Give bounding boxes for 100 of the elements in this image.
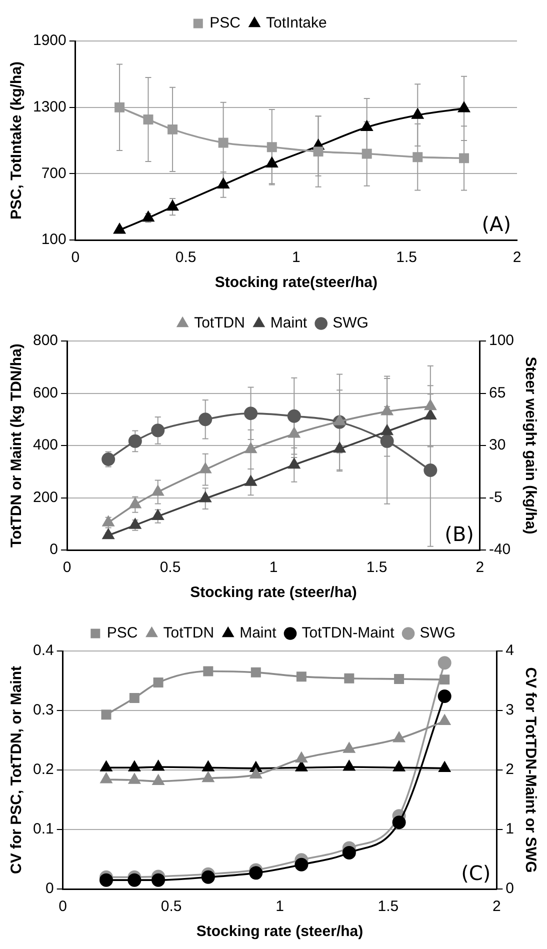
- point: [203, 666, 214, 676]
- point: [266, 156, 278, 168]
- point: [249, 866, 263, 880]
- point: [380, 434, 394, 448]
- point: [198, 412, 212, 426]
- point: [100, 772, 112, 784]
- point: [128, 873, 142, 887]
- legend-label: SWG: [420, 624, 456, 642]
- point: [440, 674, 450, 685]
- y2-tick-label: -40: [488, 541, 511, 558]
- point: [199, 462, 212, 474]
- point: [381, 404, 394, 416]
- y2-tick-label: 3: [506, 702, 514, 719]
- annotation: (C): [461, 861, 491, 886]
- point: [152, 873, 166, 887]
- y-axis-title: PSC, TotIntake (kg/ha): [8, 61, 26, 220]
- y2-tick-label: 2: [506, 761, 514, 778]
- x-axis-title: Stocking rate (steer/ha): [196, 923, 364, 940]
- legend-label: SWG: [332, 314, 368, 332]
- point: [151, 424, 165, 438]
- point: [313, 146, 324, 157]
- y2-axis-title: Steer weight gain (kg/ha): [522, 356, 539, 534]
- y-axis-title: CV for PSC, TotTDN, or Maint: [8, 666, 26, 874]
- y2-axis-title: CV for TotTDN-Maint or SWG: [522, 667, 539, 873]
- point: [438, 714, 451, 725]
- y-tick-label: 600: [32, 384, 58, 402]
- point: [381, 424, 394, 436]
- y-axis-title: TotTDN or Maint (kg TDN/ha): [8, 344, 26, 548]
- point: [288, 427, 300, 438]
- point: [244, 406, 258, 420]
- point: [153, 678, 164, 688]
- x-tick-label: 1: [269, 559, 278, 576]
- point: [393, 732, 405, 742]
- point: [142, 211, 154, 222]
- x-tick-label: 2: [476, 559, 484, 576]
- legend-label: PSC: [210, 14, 241, 32]
- point: [424, 400, 436, 410]
- x-tick-label: 0: [71, 249, 80, 266]
- x-tick-label: 0.5: [175, 249, 196, 266]
- annotation: (A): [482, 212, 511, 236]
- x-tick-label: 1.5: [396, 249, 418, 266]
- point: [392, 816, 406, 830]
- point: [288, 458, 300, 469]
- point: [199, 492, 212, 502]
- point: [201, 870, 215, 884]
- y-tick-label: 0.1: [32, 820, 54, 838]
- x-tick-label: 1.5: [366, 559, 388, 576]
- point: [202, 760, 214, 772]
- point: [244, 475, 257, 486]
- point: [342, 846, 356, 860]
- y-tick-label: 800: [32, 332, 58, 350]
- point: [114, 102, 125, 112]
- x-tick-label: 1.5: [378, 898, 399, 916]
- point: [393, 760, 405, 772]
- legend-label: TotTDN: [194, 314, 245, 332]
- legend-label: TotTDN-Maint: [302, 624, 396, 642]
- point: [459, 153, 469, 164]
- legend-label: PSC: [106, 624, 138, 642]
- y-tick-label: 0.3: [32, 702, 54, 719]
- y-tick-label: 0: [46, 880, 54, 898]
- point: [99, 873, 113, 887]
- point: [438, 656, 452, 670]
- point: [334, 414, 346, 426]
- x-tick-label: 2: [492, 898, 501, 916]
- point: [296, 672, 306, 682]
- y2-tick-label: 30: [488, 436, 506, 454]
- point: [250, 667, 261, 678]
- y2-tick-label: 65: [488, 384, 506, 402]
- y-tick-label: 1900: [32, 32, 66, 50]
- x-tick-label: 1: [276, 898, 284, 916]
- point: [362, 148, 372, 159]
- point: [458, 102, 470, 112]
- point: [438, 761, 451, 772]
- x-tick-label: 0.5: [160, 559, 181, 576]
- point: [412, 152, 423, 162]
- y-tick-label: 400: [32, 436, 58, 454]
- y-tick-label: 200: [32, 488, 58, 506]
- point: [114, 223, 126, 234]
- y-tick-label: 0.2: [32, 761, 54, 778]
- y-tick-label: 1300: [32, 98, 66, 116]
- x-axis-title: Stocking rate(steer/ha): [214, 274, 378, 292]
- point: [296, 752, 308, 762]
- y2-tick-label: 0: [506, 880, 514, 898]
- point: [250, 768, 262, 779]
- point: [129, 518, 142, 529]
- point: [244, 442, 257, 454]
- point: [424, 464, 438, 478]
- point: [344, 673, 354, 684]
- point: [128, 760, 140, 772]
- point: [424, 408, 436, 420]
- point: [334, 442, 346, 453]
- point: [152, 485, 164, 496]
- point: [102, 528, 114, 540]
- point: [218, 138, 228, 148]
- point: [343, 742, 356, 753]
- point: [102, 452, 116, 466]
- point: [217, 178, 230, 188]
- point: [100, 760, 112, 772]
- point: [360, 120, 373, 131]
- point: [287, 409, 301, 423]
